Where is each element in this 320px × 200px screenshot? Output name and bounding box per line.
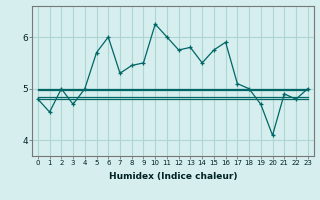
X-axis label: Humidex (Indice chaleur): Humidex (Indice chaleur) bbox=[108, 172, 237, 181]
